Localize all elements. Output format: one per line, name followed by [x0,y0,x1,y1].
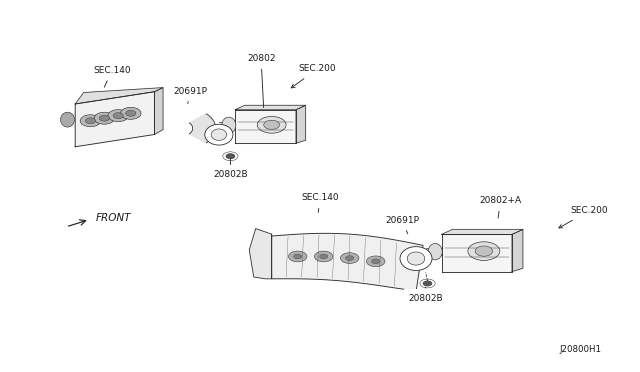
Polygon shape [236,105,306,110]
Text: J20800H1: J20800H1 [559,345,602,354]
Text: SEC.140: SEC.140 [93,66,131,87]
Polygon shape [76,87,163,104]
Circle shape [120,108,141,119]
Polygon shape [442,234,512,272]
Text: FRONT: FRONT [96,213,131,222]
Circle shape [346,256,354,260]
Polygon shape [296,105,306,143]
Ellipse shape [400,247,432,270]
Circle shape [468,242,500,260]
Circle shape [319,254,328,259]
Ellipse shape [61,112,74,127]
Ellipse shape [211,129,227,140]
Text: SEC.200: SEC.200 [291,64,336,88]
Text: 20802B: 20802B [213,160,248,179]
Polygon shape [512,230,523,272]
Polygon shape [250,228,272,279]
Ellipse shape [428,244,442,260]
Circle shape [367,256,385,267]
Circle shape [108,110,129,122]
Circle shape [85,118,95,124]
Circle shape [340,253,359,263]
Ellipse shape [407,252,425,265]
Polygon shape [189,114,216,143]
Text: 20802B: 20802B [408,287,443,303]
Circle shape [475,246,493,256]
Polygon shape [76,92,155,147]
Text: 20802+A: 20802+A [479,196,522,218]
Ellipse shape [222,117,236,134]
Text: 20691P: 20691P [385,216,419,234]
Ellipse shape [205,124,233,145]
Circle shape [125,110,136,116]
Circle shape [99,115,109,121]
Circle shape [294,254,302,259]
Circle shape [80,115,100,127]
Polygon shape [155,87,163,134]
Circle shape [94,112,115,124]
Text: SEC.200: SEC.200 [559,206,608,228]
Circle shape [289,251,307,262]
Text: 20691P: 20691P [173,87,208,103]
Circle shape [314,251,333,262]
Circle shape [264,120,280,129]
Polygon shape [272,233,423,291]
Text: SEC.140: SEC.140 [301,193,339,212]
Circle shape [226,154,235,159]
Circle shape [423,281,432,286]
Circle shape [372,259,380,264]
Circle shape [113,113,124,119]
Polygon shape [236,110,296,143]
Polygon shape [442,230,523,234]
Text: 20802: 20802 [247,54,275,108]
Circle shape [257,116,286,133]
